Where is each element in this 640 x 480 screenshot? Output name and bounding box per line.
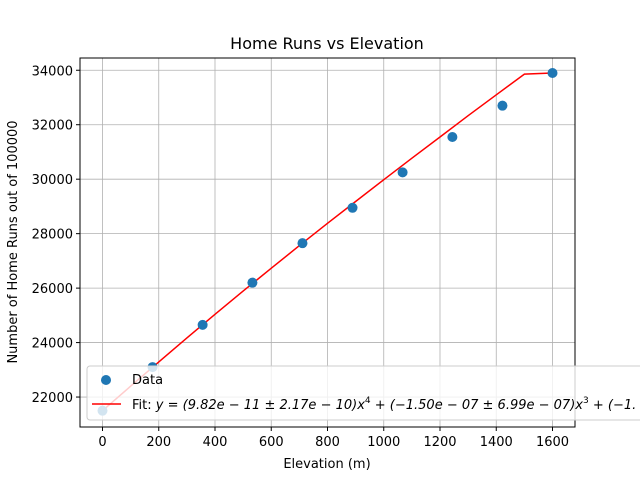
legend-fit-formula: y = (9.82e − 11 ± 2.17e − 10)x <box>155 398 365 413</box>
x-tick-label: 600 <box>259 435 284 450</box>
y-tick-label: 34000 <box>32 64 73 79</box>
x-tick-label: 0 <box>98 435 106 450</box>
data-point <box>347 202 358 213</box>
x-tick-label: 1400 <box>480 435 513 450</box>
legend-fit-exp1: 4 <box>365 396 371 406</box>
y-axis-label: Number of Home Runs out of 100000 <box>6 120 21 363</box>
y-tick-label: 24000 <box>32 337 73 352</box>
y-tick-label: 28000 <box>32 228 73 243</box>
x-tick-label: 800 <box>315 435 340 450</box>
data-point <box>297 238 308 249</box>
x-tick-label: 1200 <box>423 435 456 450</box>
x-axis-label: Elevation (m) <box>283 457 370 472</box>
y-tick-label: 22000 <box>32 391 73 406</box>
y-tick-label: 32000 <box>32 119 73 134</box>
y-tick-label: 26000 <box>32 282 73 297</box>
x-tick-label: 400 <box>203 435 228 450</box>
data-point <box>547 67 558 78</box>
data-point <box>447 131 458 142</box>
x-tick-label: 200 <box>146 435 171 450</box>
x-axis-ticks: 0 200 400 600 800 1000 1200 1400 1600 <box>98 427 569 450</box>
legend-fit-mid: + (−1.50e − 07 ± 6.99e − 07)x <box>371 398 584 413</box>
legend-fit-prefix: Fit: <box>132 398 156 413</box>
data-point <box>397 167 408 178</box>
chart-title: Home Runs vs Elevation <box>230 34 424 53</box>
legend: Data Fit: y = (9.82e − 11 ± 2.17e − 10)x… <box>86 365 640 421</box>
legend-data-label: Data <box>132 373 163 388</box>
legend-fit-tail: + (−1. <box>589 398 637 413</box>
fit-line <box>102 72 553 412</box>
x-tick-label: 1000 <box>367 435 400 450</box>
y-axis-ticks: 22000 24000 26000 28000 30000 32000 34000 <box>32 64 80 406</box>
data-point <box>497 100 508 111</box>
legend-data-marker <box>101 375 111 385</box>
legend-fit-label: Fit: y = (9.82e − 11 ± 2.17e − 10)x4 + (… <box>132 396 636 413</box>
data-point <box>197 319 208 330</box>
y-tick-label: 30000 <box>32 173 73 188</box>
legend-box <box>86 365 640 421</box>
data-point <box>247 277 258 288</box>
x-tick-label: 1600 <box>536 435 569 450</box>
fit-line-layer <box>102 72 553 412</box>
legend-fit-exp2: 3 <box>583 396 589 406</box>
